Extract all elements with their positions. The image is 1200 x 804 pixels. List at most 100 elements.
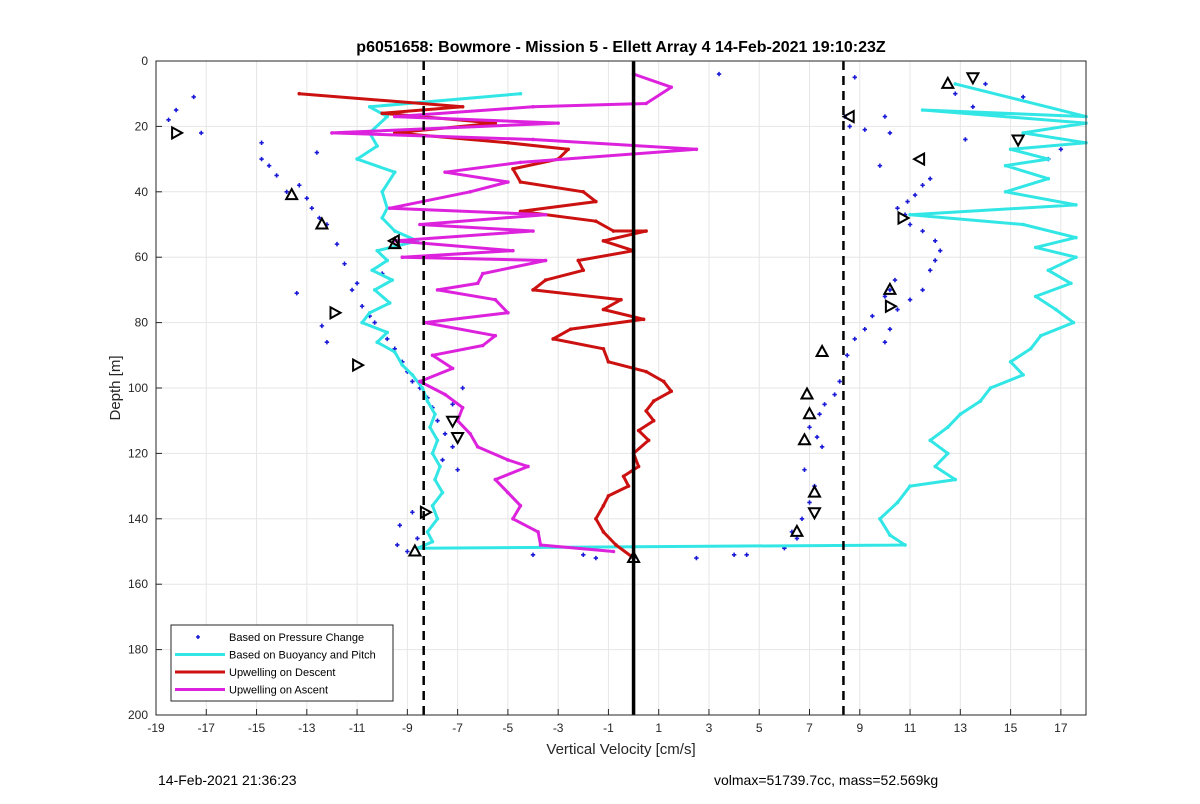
pressure-point: [319, 323, 325, 329]
series-point-3: [669, 85, 674, 89]
series-point-3: [468, 431, 472, 436]
series-point-1: [392, 229, 397, 233]
footer-timestamp: 14-Feb-2021 21:36:23: [158, 772, 297, 788]
pressure-point: [460, 385, 465, 391]
series-point-1: [953, 477, 958, 482]
x-tick-label: -5: [503, 721, 514, 735]
pressure-point: [907, 297, 913, 302]
series-point-2: [531, 288, 535, 292]
series-point-1: [392, 350, 397, 354]
series-point-3: [531, 137, 535, 142]
series-point-1: [1003, 190, 1008, 194]
series-point-3: [418, 379, 422, 384]
series-point-1: [435, 517, 440, 521]
series-point-3: [531, 229, 535, 233]
marker-triangle-up: [789, 523, 805, 537]
series-point-2: [601, 307, 606, 312]
series-point-3: [506, 180, 510, 184]
series-point-1: [920, 108, 925, 112]
pressure-point: [983, 81, 988, 87]
x-tick-label: -19: [147, 721, 165, 735]
series-point-1: [953, 82, 958, 86]
series-point-1: [1008, 147, 1013, 152]
x-tick-label: 9: [856, 721, 863, 735]
series-point-2: [644, 409, 648, 413]
marker-triangle-right: [884, 299, 898, 314]
pressure-point: [822, 402, 827, 407]
x-tick-label: -1: [603, 721, 614, 735]
pressure-point: [173, 107, 179, 113]
series-point-2: [460, 104, 465, 109]
pressure-point: [354, 281, 360, 286]
pressure-point: [852, 75, 857, 80]
series-point-1: [433, 412, 437, 416]
pressure-point: [297, 183, 302, 188]
series-point-3: [526, 464, 530, 469]
series-point-1: [903, 543, 907, 547]
series-point-2: [646, 438, 651, 443]
pressure-point: [927, 176, 933, 181]
series-point-1: [1021, 131, 1025, 135]
pressure-point: [440, 457, 445, 463]
pressure-point: [455, 467, 460, 472]
pressure-point: [794, 536, 800, 541]
marker-triangle-right: [352, 357, 366, 373]
x-tick-label: -15: [248, 721, 266, 735]
pressure-point: [395, 542, 400, 548]
series-point-1: [367, 104, 372, 109]
pressure-point: [593, 555, 599, 561]
series-point-3: [556, 121, 560, 125]
series-point-1: [1046, 176, 1051, 181]
series-point-2: [506, 140, 510, 145]
series-point-1: [385, 330, 390, 335]
pressure-point: [166, 117, 171, 123]
series-point-1: [945, 451, 950, 456]
pressure-point: [932, 238, 938, 244]
series-point-3: [387, 206, 392, 210]
series-point-1: [928, 438, 932, 443]
series-point-1: [1074, 235, 1078, 240]
pressure-point: [372, 320, 377, 325]
series-point-1: [380, 216, 385, 220]
pressure-point: [450, 402, 455, 407]
series-point-2: [493, 121, 498, 125]
marker-triangle-up: [626, 549, 641, 563]
series-point-3: [450, 366, 455, 371]
series-point-2: [641, 317, 646, 322]
series-point-2: [661, 379, 666, 384]
series-point-1: [428, 425, 432, 430]
series-point-2: [606, 494, 611, 498]
x-tick-label: 5: [756, 721, 763, 735]
marker-triangle-up: [814, 343, 830, 357]
series-point-1: [430, 503, 435, 508]
x-tick-label: 3: [706, 721, 713, 735]
series-point-3: [475, 281, 480, 286]
pressure-point: [814, 434, 820, 440]
series-point-1: [1046, 157, 1051, 161]
series-point-3: [536, 530, 540, 534]
series-point-3: [518, 503, 523, 508]
pressure-point: [887, 326, 893, 332]
legend: Based on Pressure Change Based on Buoyanc…: [170, 624, 394, 702]
pressure-point: [819, 444, 825, 450]
pressure-point: [802, 467, 807, 472]
series-point-3: [531, 104, 535, 109]
pressure-point: [199, 130, 204, 136]
series-point-3: [418, 222, 422, 227]
series-point-1: [390, 278, 395, 282]
series-point-3: [430, 353, 435, 358]
series-point-1: [385, 114, 390, 119]
pressure-point: [266, 163, 272, 168]
x-tick-label: 15: [1004, 721, 1018, 735]
pressure-point: [259, 156, 264, 162]
pressure-point: [953, 91, 958, 96]
series-point-2: [651, 399, 656, 403]
series-point-2: [511, 167, 515, 171]
pressure-point: [1020, 94, 1026, 100]
x-axis-label: Vertical Velocity [cm/s]: [546, 741, 695, 758]
grid: [155, 60, 1086, 716]
x-tick-label: -9: [402, 721, 413, 735]
series-point-1: [375, 144, 379, 148]
pressure-point: [334, 241, 340, 247]
